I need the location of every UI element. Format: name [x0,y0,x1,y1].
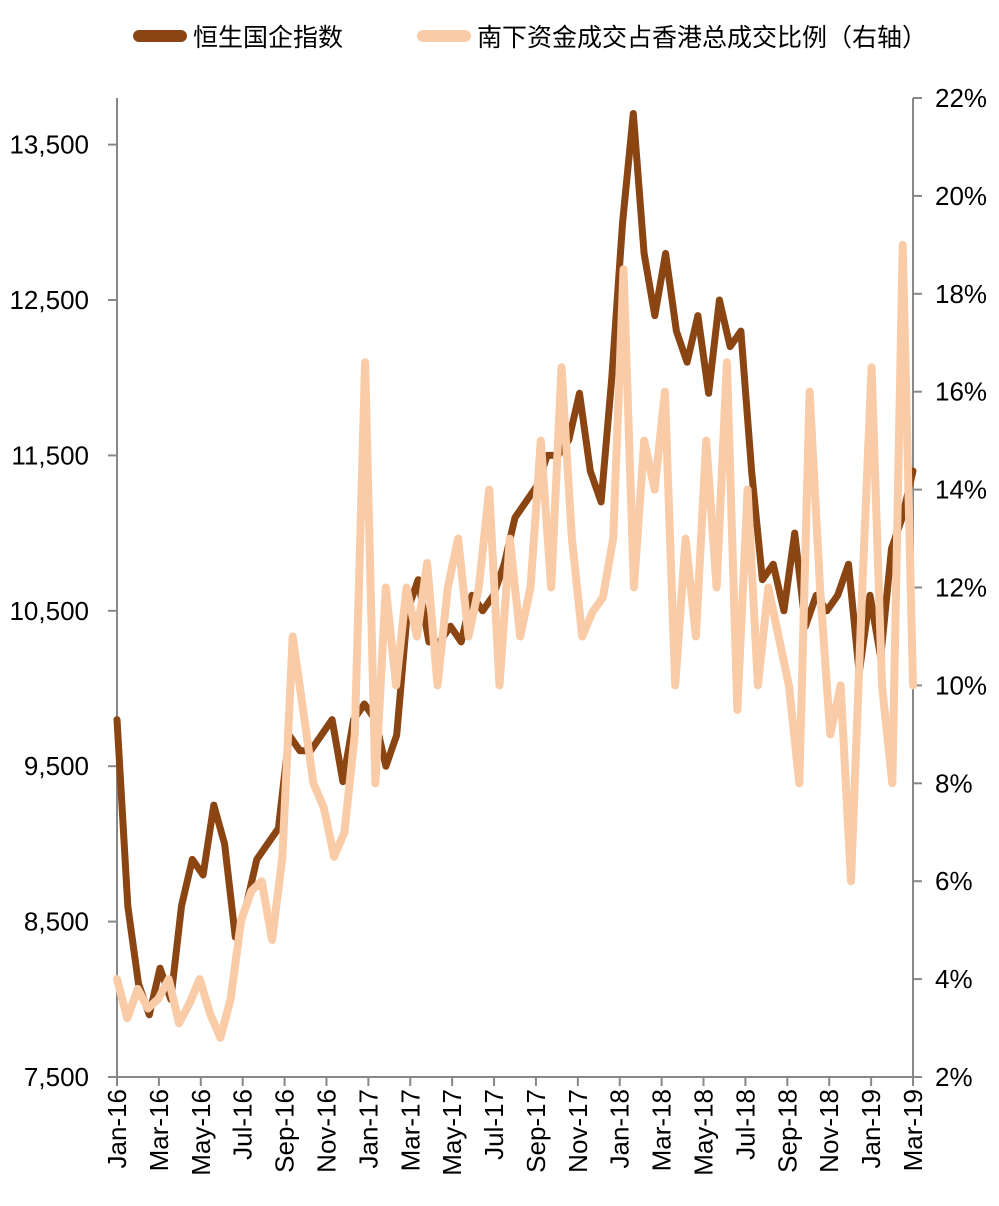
legend-label-hscei: 恒生国企指数 [193,23,344,52]
x-tick-label: May-18 [689,1089,719,1176]
series-line-southbound-share [113,240,917,1042]
x-tick-label: Jan-17 [353,1089,383,1169]
left-tick-label: 12,500 [9,285,89,315]
x-tick-label: May-17 [437,1089,467,1176]
left-tick-label: 7,500 [24,1062,89,1092]
legend-item-southbound: 南下资金成交占香港总成交比例（右轴） [417,18,927,54]
right-tick-label: 20% [935,181,987,211]
left-tick-label: 9,500 [24,751,89,781]
right-tick-label: 14% [935,475,987,505]
right-tick-label: 10% [935,670,987,700]
x-tick-label: Mar-17 [395,1089,425,1171]
left-tick-label: 10,500 [9,596,89,626]
x-tick-label: Sep-18 [772,1089,802,1173]
x-tick-label: Nov-18 [814,1089,844,1173]
x-tick-label: Sep-16 [270,1089,300,1173]
right-tick-label: 8% [935,768,973,798]
x-tick-label: Mar-18 [647,1089,677,1171]
legend-swatch-hscei [133,30,187,42]
x-tick-label: Sep-17 [521,1089,551,1173]
left-tick-label: 8,500 [24,907,89,937]
x-tick-label: Jul-18 [730,1089,760,1160]
x-tick-label: Jul-16 [228,1089,258,1160]
legend-swatch-southbound [417,30,472,42]
x-tick-label: Nov-16 [311,1089,341,1173]
right-tick-label: 6% [935,866,973,896]
left-tick-label: 13,500 [9,130,89,160]
x-tick-label: Mar-16 [144,1089,174,1171]
right-tick-label: 2% [935,1062,973,1092]
right-tick-label: 4% [935,964,973,994]
x-tick-label: Jan-16 [102,1089,132,1169]
right-tick-label: 18% [935,279,987,309]
x-tick-label: May-16 [186,1089,216,1176]
x-tick-label: Mar-19 [898,1089,928,1171]
x-tick-label: Jan-18 [605,1089,635,1169]
right-tick-label: 22% [935,83,987,113]
x-tick-label: Jul-17 [479,1089,509,1160]
right-tick-label: 16% [935,377,987,407]
x-tick-label: Nov-17 [563,1089,593,1173]
x-tick-label: Jan-19 [856,1089,886,1169]
legend-label-southbound: 南下资金成交占香港总成交比例（右轴） [477,23,928,52]
left-tick-label: 11,500 [11,440,89,470]
right-tick-label: 12% [935,573,987,603]
legend: 恒生国企指数 南下资金成交占香港总成交比例（右轴） [0,14,999,58]
legend-item-hscei: 恒生国企指数 [133,18,343,54]
